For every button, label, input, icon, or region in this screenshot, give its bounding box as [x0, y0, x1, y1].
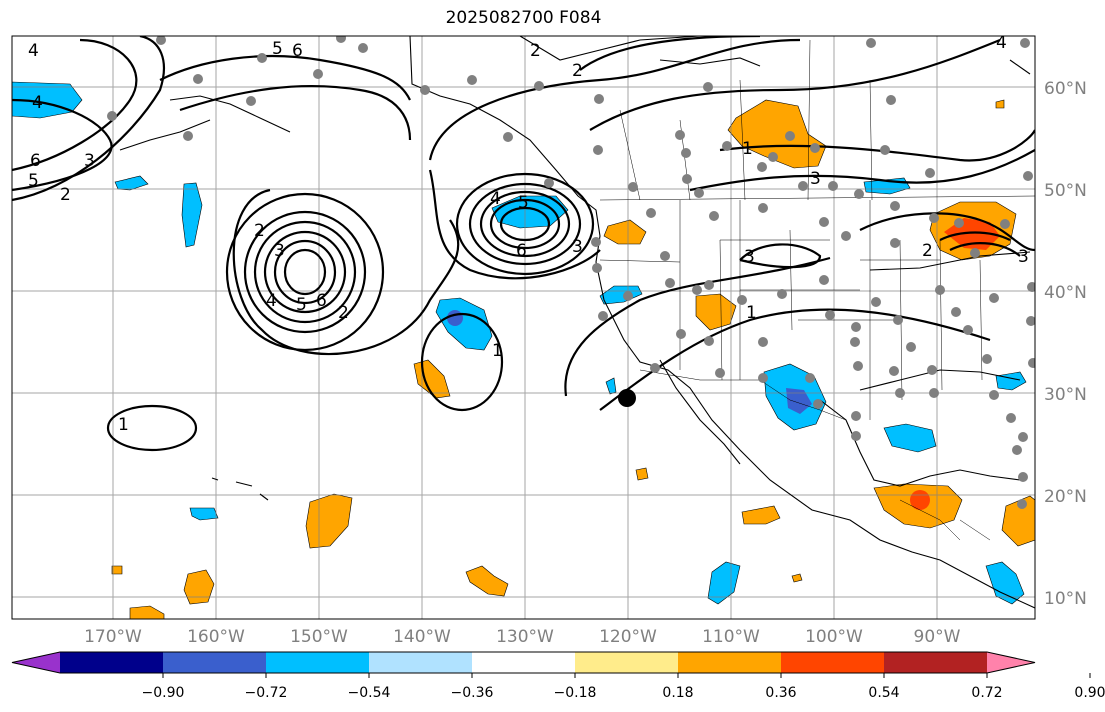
colorbar-segment [472, 652, 576, 673]
colorbar-tick-label: 0.72 [971, 685, 1002, 701]
colorbar-extend-low [12, 652, 60, 673]
colorbar-tick-label: −0.36 [451, 685, 494, 701]
lon-label: 140°W [393, 627, 451, 647]
colorbar-tick-label: 0.36 [765, 685, 796, 701]
map-area: 4 5 6 4 6 5 3 2 2 2 2 3 4 5 6 6 5 4 3 2 … [12, 33, 1035, 619]
contour-label: 2 [530, 41, 541, 61]
political-borders [599, 39, 1035, 541]
contour-label: 1 [118, 415, 129, 435]
colorbar-segment [678, 652, 782, 673]
contour-label: 6 [516, 241, 527, 261]
latitude-labels: 60°N 50°N 40°N 30°N 20°N 10°N [1044, 79, 1087, 609]
lon-label: 160°W [187, 627, 245, 647]
colorbar-segment [884, 652, 988, 673]
contour-label: 6 [30, 151, 41, 171]
colorbar-tick-label: 0.54 [868, 685, 899, 701]
colorbar-tick-label: 0.90 [1074, 685, 1105, 701]
contour-label: 5 [272, 39, 283, 59]
station-markers [107, 36, 1035, 509]
lat-label: 40°N [1044, 283, 1087, 303]
storm-center-marker [618, 389, 636, 407]
coastlines [119, 36, 1035, 609]
colorbar-tick-label: 0.18 [662, 685, 693, 701]
contour-label: 5 [28, 171, 39, 191]
lon-label: 170°W [84, 627, 142, 647]
lon-label: 110°W [702, 627, 760, 647]
colorbar-outline [11, 651, 1036, 674]
lon-label: 120°W [599, 627, 657, 647]
map-title: 2025082700 F084 [445, 8, 602, 28]
lon-label: 90°W [914, 627, 961, 647]
contour-label: 2 [338, 303, 349, 323]
contour-label: 4 [28, 41, 39, 61]
contour-label: 5 [296, 295, 307, 315]
colorbar-segment [369, 652, 473, 673]
contour-label: 4 [490, 189, 501, 209]
longitude-labels: 170°W 160°W 150°W 140°W 130°W 120°W 110°… [84, 627, 961, 647]
contour-label: 3 [274, 241, 285, 261]
colorbar-segment [781, 652, 885, 673]
colorbar-segment [163, 652, 267, 673]
colorbar-tick-label: −0.72 [245, 685, 288, 701]
contour-label: 2 [254, 221, 265, 241]
contour-label: 1 [746, 303, 757, 323]
colorbar-segment [266, 652, 370, 673]
contour-label: 4 [32, 93, 43, 113]
gridlines [12, 36, 1035, 619]
contour-label: 3 [84, 151, 95, 171]
height-contours [12, 36, 1035, 452]
contour-label: 2 [572, 61, 583, 81]
contour-label: 1 [492, 341, 503, 361]
colorbar-tick-label: −0.18 [554, 685, 597, 701]
contour-label: 6 [316, 291, 327, 311]
lat-label: 60°N [1044, 79, 1087, 99]
lat-label: 20°N [1044, 487, 1087, 507]
contour-label: 4 [996, 33, 1007, 53]
lon-label: 100°W [805, 627, 863, 647]
lon-label: 130°W [496, 627, 554, 647]
colorbar-extend-high [987, 652, 1035, 673]
lat-label: 30°N [1044, 385, 1087, 405]
contour-label: 2 [60, 185, 71, 205]
colorbar-tick-label: −0.54 [348, 685, 391, 701]
colorbar-segment [575, 652, 679, 673]
contour-label: 3 [810, 169, 821, 189]
contour-label: 3 [572, 237, 583, 257]
contour-label: 3 [744, 247, 755, 267]
map-frame [11, 35, 1036, 620]
shaded-anomalies [12, 81, 1035, 619]
colorbar: −0.90 −0.72 −0.54 −0.36 −0.18 0.18 0.36 … [11, 651, 1105, 701]
contour-label: 2 [922, 241, 933, 261]
lat-label: 10°N [1044, 589, 1087, 609]
colorbar-tick-label: −0.90 [142, 685, 185, 701]
contour-label: 1 [742, 139, 753, 159]
contour-labels: 4 5 6 4 6 5 3 2 2 2 2 3 4 5 6 6 5 4 3 2 … [28, 33, 1029, 435]
contour-label: 3 [1018, 247, 1029, 267]
contour-label: 6 [292, 41, 303, 61]
contour-label: 5 [518, 193, 529, 213]
lon-label: 150°W [290, 627, 348, 647]
lat-label: 50°N [1044, 181, 1087, 201]
contour-label: 4 [266, 291, 277, 311]
colorbar-segment [60, 652, 164, 673]
